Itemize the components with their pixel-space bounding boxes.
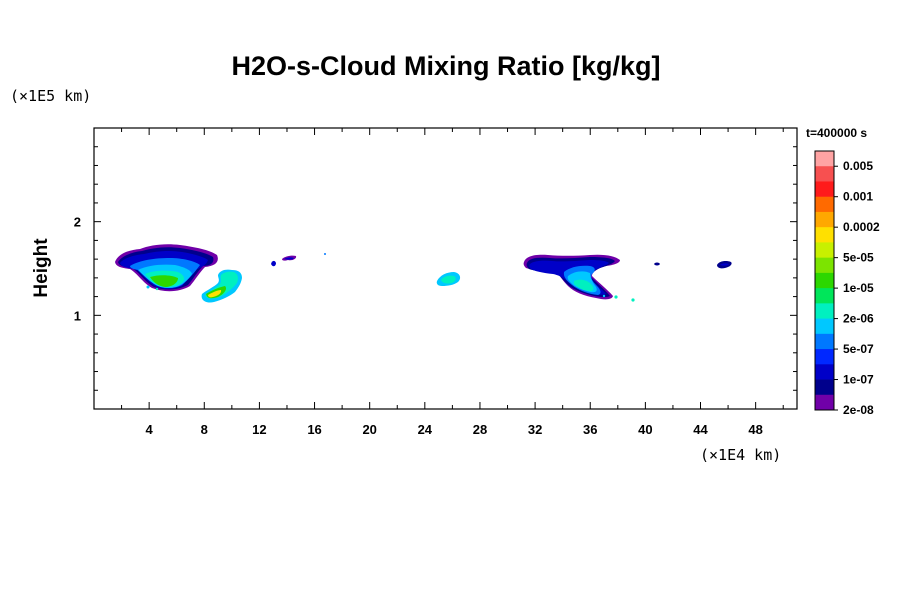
- x-axis-unit: (×1E4 km): [700, 446, 781, 464]
- colorbar-swatch: [815, 227, 834, 243]
- x-tick-label: 20: [362, 422, 376, 437]
- contour-band: [284, 257, 294, 260]
- contour-speck: [324, 253, 326, 255]
- x-tick-label: 24: [418, 422, 433, 437]
- contour-band: [720, 263, 729, 266]
- colorbar-swatch: [815, 364, 834, 380]
- x-tick-label: 12: [252, 422, 266, 437]
- colorbar-label: 0.005: [843, 159, 873, 173]
- x-tick-label: 44: [693, 422, 708, 437]
- x-tick-label: 4: [146, 422, 154, 437]
- colorbar-swatch: [815, 394, 834, 411]
- contour-band: [271, 260, 276, 267]
- contour-speck: [602, 294, 606, 298]
- colorbar-swatch: [815, 196, 834, 213]
- y-tick-label: 2: [74, 215, 81, 230]
- contour-band: [654, 262, 660, 266]
- contour-speck: [614, 295, 618, 299]
- contour-speck: [631, 298, 635, 302]
- cloud-3: [271, 260, 276, 267]
- colorbar-swatch: [815, 211, 834, 228]
- cloud-1: [115, 244, 218, 292]
- contour-speck: [155, 287, 159, 291]
- contour-band: [574, 279, 594, 292]
- contour-band: [150, 275, 178, 287]
- colorbar-swatch: [815, 349, 834, 365]
- y-axis-label: Height: [31, 238, 52, 298]
- cloud-4: [282, 253, 326, 261]
- time-label: t=400000 s: [806, 126, 867, 140]
- x-tick-label: 36: [583, 422, 597, 437]
- colorbar-label: 5e-05: [843, 251, 874, 265]
- y-tick-label: 1: [74, 308, 81, 323]
- cloud-2: [201, 269, 242, 303]
- x-tick-label: 32: [528, 422, 542, 437]
- x-tick-label: 48: [748, 422, 762, 437]
- colorbar-swatch: [815, 181, 834, 198]
- colorbar: 0.005 0.001 0.0002 5e-05 1e-05 2e-06 5e-07 1e-0…: [814, 150, 880, 417]
- y-axis-unit: (×1E5 km): [10, 87, 91, 105]
- x-tick-label: 28: [473, 422, 487, 437]
- x-tick-label: 40: [638, 422, 652, 437]
- colorbar-label: 1e-05: [843, 281, 874, 295]
- colorbar-swatch: [815, 288, 834, 304]
- cloud-5: [436, 272, 461, 286]
- contour-band: [441, 275, 456, 284]
- colorbar-swatch: [815, 151, 834, 167]
- colorbar-label: 0.001: [843, 190, 873, 204]
- cloud-8: [717, 261, 732, 269]
- colorbar-label: 1e-07: [843, 373, 874, 387]
- colorbar-label: 0.0002: [843, 220, 880, 234]
- chart-title: H2O-s-Cloud Mixing Ratio [kg/kg]: [232, 51, 661, 81]
- colorbar-swatch: [815, 333, 834, 350]
- colorbar-swatch: [815, 242, 834, 259]
- colorbar-swatch: [815, 379, 834, 396]
- colorbar-swatch: [815, 272, 834, 289]
- colorbar-swatch: [815, 318, 834, 335]
- colorbar-label: 2e-08: [843, 403, 874, 417]
- plot-frame: [93, 127, 798, 410]
- colorbar-swatch: [815, 166, 834, 182]
- contour-fields: [115, 244, 732, 303]
- colorbar-swatch: [815, 303, 834, 319]
- colorbar-label: 5e-07: [843, 342, 874, 356]
- x-tick-label: 8: [201, 422, 208, 437]
- colorbar-frame: [814, 150, 835, 411]
- cloud-7: [654, 262, 660, 266]
- contour-speck: [146, 285, 150, 289]
- contour-band: [208, 290, 222, 298]
- cloud-6: [523, 254, 635, 302]
- x-tick-label: 16: [307, 422, 321, 437]
- colorbar-label: 2e-06: [843, 312, 874, 326]
- colorbar-swatch: [815, 257, 834, 274]
